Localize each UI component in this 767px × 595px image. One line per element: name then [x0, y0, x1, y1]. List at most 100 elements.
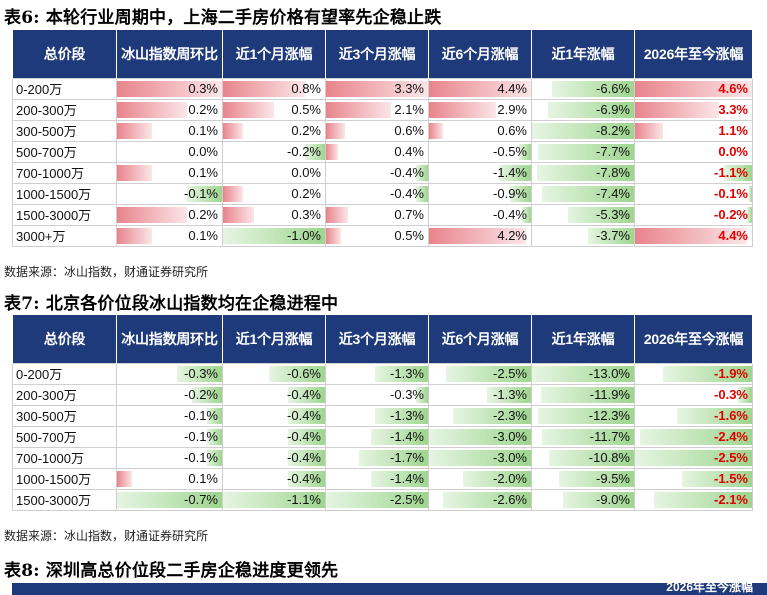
value-text: 0.6% — [394, 123, 424, 138]
value-cell: -0.1% — [116, 182, 223, 205]
data-bar — [635, 80, 752, 97]
column-header: 冰山指数周环比 — [116, 315, 223, 363]
value-text: 0.2% — [188, 102, 218, 117]
column-header: 近1个月涨幅 — [222, 315, 326, 363]
data-bar — [287, 470, 325, 487]
column-header: 近6个月涨幅 — [428, 30, 532, 78]
data-bar — [749, 185, 752, 202]
value-text: -1.4% — [493, 165, 527, 180]
value-text: -0.1% — [184, 429, 218, 444]
data-bar — [117, 491, 222, 508]
value-text: -11.9% — [589, 387, 630, 402]
data-bar — [551, 80, 634, 97]
value-text: 0.0% — [291, 165, 321, 180]
value-text: 0.4% — [394, 144, 424, 159]
table6-source: 数据来源：冰山指数，财通证券研究所 — [4, 265, 209, 279]
value-cell: -3.7% — [531, 224, 635, 247]
value-text: -8.2% — [596, 123, 630, 138]
value-text: -12.3% — [588, 408, 630, 423]
value-text: 3.3% — [394, 81, 424, 96]
row-label: 500-700万 — [12, 140, 117, 163]
value-text: -11.7% — [589, 429, 630, 444]
row-label: 500-700万 — [12, 425, 117, 448]
data-bar — [223, 206, 254, 223]
data-bar — [635, 122, 663, 139]
table-row: 500-700万 0.0% -0.2% 0.4% -0.5% -7.7% 0.0% — [12, 140, 753, 163]
value-cell: -0.1% — [116, 404, 223, 427]
value-text: 4.4% — [718, 228, 748, 243]
value-text: -0.1% — [714, 186, 748, 201]
column-header: 近1年涨幅 — [531, 30, 635, 78]
value-cell: 4.6% — [634, 77, 753, 100]
table-row: 0-200万 0.3% 0.8% 3.3% 4.4% -6.6% 4.6% — [12, 77, 753, 100]
value-text: -10.8% — [588, 450, 630, 465]
value-text: -1.5% — [714, 471, 748, 486]
column-header: 2026年至今涨幅 — [634, 30, 753, 78]
value-cell: 0.2% — [222, 182, 326, 205]
data-bar — [223, 101, 274, 118]
column-header: 近6个月涨幅 — [428, 315, 532, 363]
value-cell: -8.2% — [531, 119, 635, 142]
table-row: 700-1000万 0.1% 0.0% -0.4% -1.4% -7.8% -1.1% — [12, 161, 753, 184]
value-text: -0.1% — [184, 450, 218, 465]
data-bar — [287, 449, 325, 466]
data-bar — [358, 449, 428, 466]
value-text: -0.3% — [714, 387, 748, 402]
table-row: 200-300万 0.2% 0.5% 2.1% 2.9% -6.9% 3.3% — [12, 98, 753, 121]
value-cell: 0.7% — [325, 203, 429, 226]
value-text: 0.1% — [188, 165, 218, 180]
row-label: 200-300万 — [12, 98, 117, 121]
value-cell: -12.3% — [531, 404, 635, 427]
value-cell: 0.5% — [222, 98, 326, 121]
row-label: 300-500万 — [12, 119, 117, 142]
value-cell: -1.4% — [325, 467, 429, 490]
value-cell: -1.3% — [325, 404, 429, 427]
value-text: -0.3% — [390, 387, 424, 402]
data-bar — [287, 386, 325, 403]
value-cell: -0.1% — [634, 182, 753, 205]
value-cell: -1.1% — [222, 488, 326, 511]
column-header: 近3个月涨幅 — [325, 30, 429, 78]
value-cell: 0.3% — [116, 77, 223, 100]
data-bar — [223, 491, 325, 508]
value-cell: -1.7% — [325, 446, 429, 469]
data-bar — [223, 227, 325, 244]
row-label: 0-200万 — [12, 77, 117, 100]
value-text: -0.4% — [493, 207, 527, 222]
data-bar — [287, 407, 325, 424]
data-bar — [541, 185, 634, 202]
value-text: 0.2% — [291, 186, 321, 201]
data-bar — [537, 407, 634, 424]
value-cell: 2.1% — [325, 98, 429, 121]
value-cell: 0.1% — [116, 161, 223, 184]
row-label: 200-300万 — [12, 383, 117, 406]
column-header: 2026年至今涨幅 — [634, 315, 753, 363]
value-cell: -0.1% — [116, 446, 223, 469]
value-text: 1.1% — [718, 123, 748, 138]
data-bar — [117, 122, 152, 139]
value-cell: -0.4% — [222, 425, 326, 448]
value-cell: -10.8% — [531, 446, 635, 469]
value-cell: -7.4% — [531, 182, 635, 205]
value-text: 4.6% — [718, 81, 748, 96]
value-text: -0.4% — [390, 186, 424, 201]
value-text: 0.8% — [291, 81, 321, 96]
value-text: 2.9% — [497, 102, 527, 117]
value-cell: 2.9% — [428, 98, 532, 121]
data-bar — [737, 386, 752, 403]
value-cell: 3.3% — [325, 77, 429, 100]
value-cell: -11.7% — [531, 425, 635, 448]
table-row: 3000+万 0.1% -1.0% 0.5% 4.2% -3.7% 4.4% — [12, 224, 753, 247]
value-cell: -3.0% — [428, 446, 532, 469]
value-text: 0.6% — [497, 123, 527, 138]
value-text: -0.5% — [493, 144, 527, 159]
value-text: -1.9% — [714, 366, 748, 381]
value-cell: 0.2% — [222, 119, 326, 142]
data-bar — [559, 470, 634, 487]
value-cell: -0.4% — [325, 161, 429, 184]
value-cell: -1.1% — [634, 161, 753, 184]
value-cell: -9.5% — [531, 467, 635, 490]
value-cell: -0.4% — [222, 383, 326, 406]
value-text: -0.4% — [287, 387, 321, 402]
data-bar — [326, 143, 339, 160]
